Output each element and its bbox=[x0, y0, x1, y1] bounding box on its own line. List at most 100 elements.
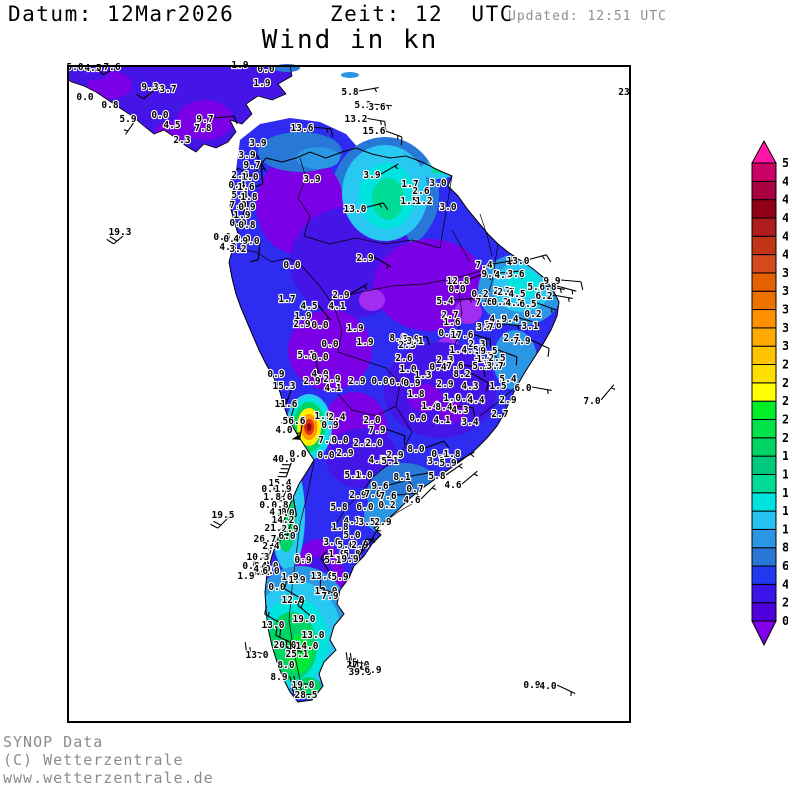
station: 1.6 bbox=[442, 316, 462, 329]
date-label: Datum: 12Mar2026 bbox=[8, 2, 235, 26]
station: 15.4 bbox=[267, 477, 293, 502]
station: 0.0 bbox=[408, 412, 428, 425]
station: 12.8 bbox=[445, 272, 492, 288]
svg-text:7.6: 7.6 bbox=[103, 62, 120, 73]
station: 4.1 bbox=[327, 300, 347, 313]
svg-text:13.6: 13.6 bbox=[291, 123, 314, 134]
svg-text:6.2: 6.2 bbox=[535, 291, 552, 302]
station: 2.9 bbox=[373, 516, 393, 529]
svg-text:2.4: 2.4 bbox=[262, 541, 279, 552]
svg-text:9.9: 9.9 bbox=[341, 554, 358, 565]
scale-tick-label: 46 bbox=[782, 193, 788, 207]
station: 3.6 bbox=[483, 319, 522, 332]
station: 21.0 bbox=[263, 522, 289, 547]
station: 1.7 bbox=[400, 178, 419, 191]
station: 4.5 bbox=[299, 300, 332, 322]
svg-text:5.1: 5.1 bbox=[297, 350, 314, 361]
scale-tick-label: 34 bbox=[782, 303, 788, 317]
station: 5.4 bbox=[498, 373, 518, 386]
svg-text:7.6: 7.6 bbox=[475, 297, 492, 308]
station: 1.9 bbox=[313, 410, 333, 423]
svg-text:2.0: 2.0 bbox=[363, 415, 380, 426]
svg-text:0.0: 0.0 bbox=[409, 413, 426, 424]
station: 1.9 bbox=[345, 322, 365, 335]
svg-text:0.4: 0.4 bbox=[228, 180, 245, 191]
station: 3.9 bbox=[362, 163, 399, 182]
svg-text:0.0: 0.0 bbox=[438, 328, 455, 339]
svg-text:13.0: 13.0 bbox=[344, 204, 367, 215]
svg-text:13.0: 13.0 bbox=[311, 571, 334, 582]
svg-text:0.0: 0.0 bbox=[448, 284, 465, 295]
station: 1.9 bbox=[232, 209, 252, 222]
station: 5.4 bbox=[435, 295, 474, 308]
station: 9.4 bbox=[500, 313, 540, 332]
station: 9.0 bbox=[241, 235, 261, 263]
svg-text:5.1: 5.1 bbox=[472, 361, 489, 372]
svg-text:0.0: 0.0 bbox=[321, 339, 338, 350]
svg-text:1.6: 1.6 bbox=[443, 317, 460, 328]
svg-text:0.0: 0.0 bbox=[371, 376, 388, 387]
station: 1.5 bbox=[399, 195, 419, 208]
station: 5.8 bbox=[342, 537, 376, 561]
svg-text:5.0: 5.0 bbox=[343, 530, 360, 541]
station: 2.0 bbox=[364, 437, 384, 450]
svg-text:2.9: 2.9 bbox=[386, 450, 403, 461]
station: 4.0 bbox=[538, 680, 576, 696]
svg-text:3.2: 3.2 bbox=[229, 244, 246, 255]
svg-text:2.9: 2.9 bbox=[436, 379, 453, 390]
station: 15.6 bbox=[361, 125, 403, 146]
station: 1.3 bbox=[413, 369, 433, 382]
svg-text:13.2: 13.2 bbox=[345, 114, 368, 125]
svg-text:0.2: 0.2 bbox=[471, 289, 488, 300]
svg-text:1.7: 1.7 bbox=[474, 351, 491, 362]
svg-text:2.9: 2.9 bbox=[323, 374, 340, 385]
station: 5.6 bbox=[526, 281, 565, 294]
station: 2.7 bbox=[492, 285, 511, 298]
station: 0.8 bbox=[241, 560, 261, 573]
svg-text:5.6: 5.6 bbox=[527, 282, 544, 293]
station: 0.9 bbox=[293, 554, 313, 567]
station: 4.0 bbox=[274, 424, 294, 437]
scale-tick-label: 0 bbox=[782, 614, 788, 628]
station: 4.9 bbox=[493, 269, 513, 282]
station: 1.9 bbox=[287, 574, 307, 587]
svg-text:2.4: 2.4 bbox=[328, 412, 345, 423]
station: 9.5 bbox=[479, 345, 518, 366]
station: 9.7 bbox=[242, 159, 264, 188]
station: 3.9 bbox=[237, 149, 267, 172]
svg-text:3.7: 3.7 bbox=[476, 322, 493, 333]
station: 1.8 bbox=[442, 448, 462, 461]
station: 1.9 bbox=[442, 392, 462, 405]
svg-text:8.9: 8.9 bbox=[389, 333, 406, 344]
svg-text:2.9: 2.9 bbox=[281, 524, 298, 535]
svg-text:19.3: 19.3 bbox=[109, 227, 132, 238]
station: 4.1 bbox=[432, 414, 452, 427]
svg-text:7.6: 7.6 bbox=[446, 361, 463, 372]
svg-text:0.8: 0.8 bbox=[242, 561, 259, 572]
station: 0.0 bbox=[310, 319, 330, 332]
svg-text:4.5: 4.5 bbox=[84, 63, 101, 74]
svg-text:0.9: 0.9 bbox=[267, 369, 284, 380]
svg-text:4.3: 4.3 bbox=[219, 242, 236, 253]
station: 8.2 bbox=[452, 368, 489, 392]
svg-text:2.9: 2.9 bbox=[499, 395, 516, 406]
svg-text:8.4: 8.4 bbox=[435, 402, 452, 413]
svg-text:4.2: 4.2 bbox=[505, 298, 522, 309]
svg-text:3.0: 3.0 bbox=[429, 178, 446, 189]
svg-text:4.1: 4.1 bbox=[324, 383, 341, 394]
svg-text:8.0: 8.0 bbox=[407, 444, 424, 455]
svg-text:2.9: 2.9 bbox=[349, 490, 366, 501]
scale-tick-label: 30 bbox=[782, 339, 788, 353]
svg-text:15.4: 15.4 bbox=[269, 478, 292, 489]
svg-text:1.8: 1.8 bbox=[407, 389, 424, 400]
svg-text:5.8: 5.8 bbox=[341, 87, 358, 98]
station: 0.8 bbox=[270, 499, 290, 512]
svg-text:8.9: 8.9 bbox=[270, 672, 287, 683]
svg-text:4.0: 4.0 bbox=[253, 564, 270, 575]
svg-text:5.8: 5.8 bbox=[330, 502, 347, 513]
station: 2.6 bbox=[411, 185, 431, 198]
svg-text:9.4: 9.4 bbox=[501, 314, 518, 325]
station: 7.0 bbox=[228, 199, 248, 223]
station: 0.6 bbox=[212, 231, 232, 244]
svg-text:1.3: 1.3 bbox=[414, 370, 431, 381]
